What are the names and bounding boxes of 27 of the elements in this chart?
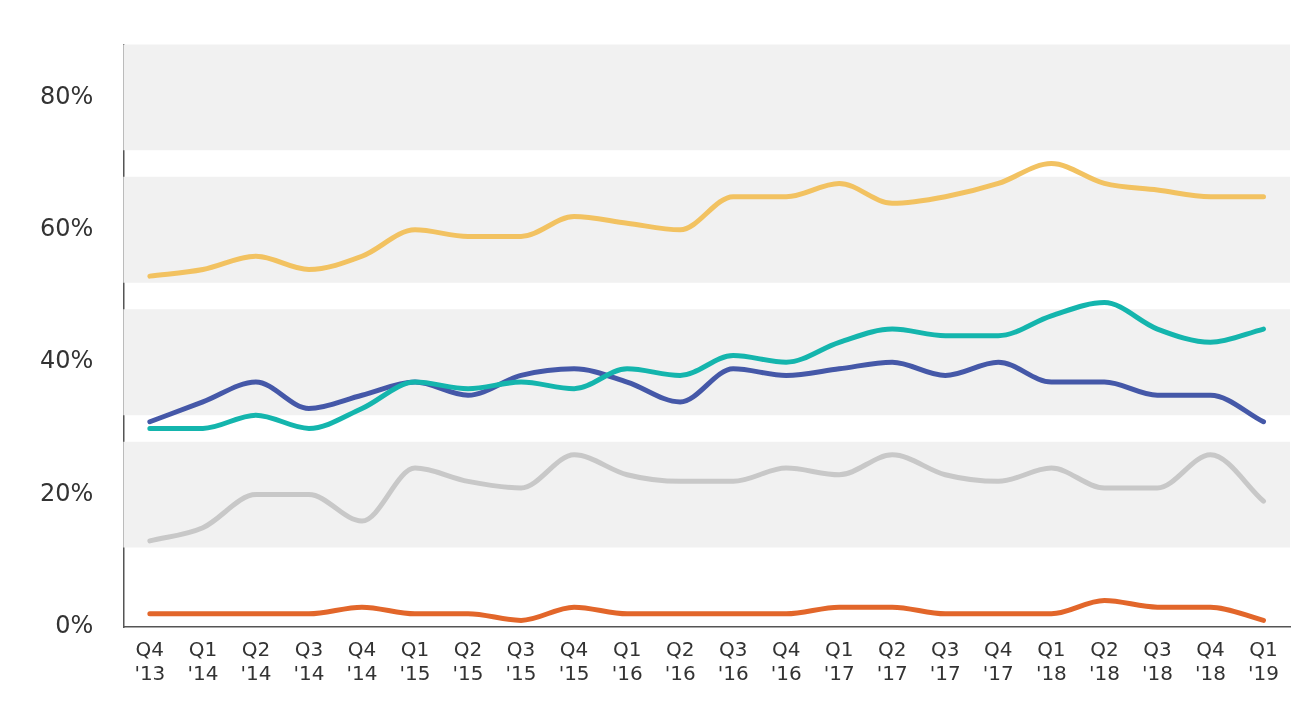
x-tick-label: Q2 '15 bbox=[452, 637, 484, 686]
y-tick-label: 80% bbox=[40, 81, 94, 110]
x-tick-label: Q3 '16 bbox=[717, 637, 749, 686]
y-tick-label: 60% bbox=[40, 214, 94, 243]
x-tick-label: Q1 '16 bbox=[611, 637, 643, 686]
x-tick-label: Q3 '14 bbox=[293, 637, 325, 686]
x-tick-label: Q4 '16 bbox=[770, 637, 802, 686]
x-tick-label: Q1 '14 bbox=[187, 637, 219, 686]
x-tick-label: Q4 '13 bbox=[134, 637, 166, 686]
y-tick-label: 20% bbox=[40, 478, 94, 507]
x-tick-label: Q4 '15 bbox=[558, 637, 590, 686]
x-tick-label: Q1 '17 bbox=[823, 637, 855, 686]
x-tick-label: Q1 '18 bbox=[1035, 637, 1067, 686]
y-tick-label: 0% bbox=[55, 611, 94, 640]
x-tick-label: Q2 '16 bbox=[664, 637, 696, 686]
x-tick-label: Q2 '18 bbox=[1088, 637, 1120, 686]
y-tick-label: 40% bbox=[40, 346, 94, 375]
x-tick-label: Q2 '14 bbox=[240, 637, 272, 686]
x-tick-label: Q4 '18 bbox=[1194, 637, 1226, 686]
x-tick-label: Q3 '18 bbox=[1141, 637, 1173, 686]
x-tick-label: Q3 '17 bbox=[929, 637, 961, 686]
x-tick-label: Q4 '14 bbox=[346, 637, 378, 686]
x-tick-label: Q1 '19 bbox=[1248, 637, 1279, 686]
x-tick-label: Q2 '17 bbox=[876, 637, 908, 686]
x-tick-label: Q3 '15 bbox=[505, 637, 537, 686]
x-tick-label: Q4 '17 bbox=[982, 637, 1014, 686]
x-tick-label: Q1 '15 bbox=[399, 637, 431, 686]
